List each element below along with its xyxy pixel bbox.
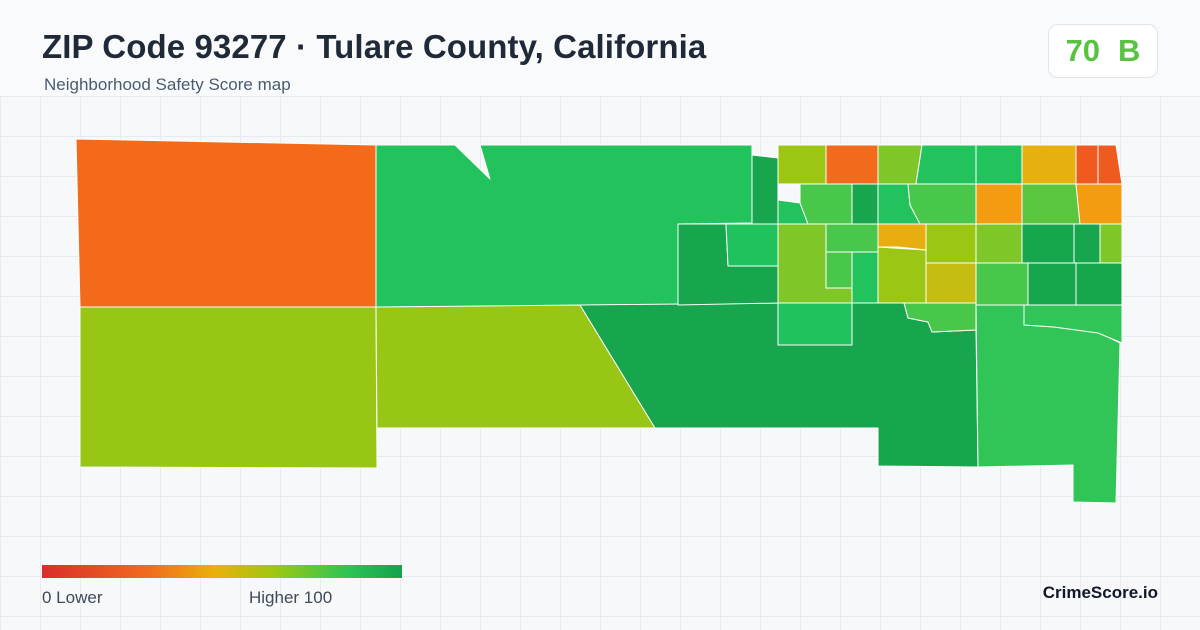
map-tract[interactable]	[1021, 144, 1077, 185]
map-tract[interactable]	[799, 183, 853, 225]
map-tract[interactable]	[907, 183, 977, 225]
map-tract[interactable]	[1099, 223, 1123, 264]
map-tract[interactable]	[1021, 183, 1081, 225]
map-tract[interactable]	[1075, 183, 1123, 225]
map-tract[interactable]	[975, 183, 1023, 225]
map-tract[interactable]	[975, 144, 1023, 185]
map-tract[interactable]	[777, 144, 827, 185]
legend-gradient-bar	[42, 565, 402, 578]
score-badge: 70 B	[1048, 24, 1158, 78]
map-tract[interactable]	[975, 304, 1121, 504]
map-tract[interactable]	[915, 144, 977, 185]
page-subtitle: Neighborhood Safety Score map	[44, 75, 291, 94]
brand-logo: CrimeScore.io	[1042, 583, 1158, 602]
map-tract[interactable]	[975, 223, 1023, 264]
map-tract[interactable]	[1097, 144, 1123, 185]
map-tract[interactable]	[1075, 144, 1099, 185]
map-tract[interactable]	[777, 302, 853, 346]
map-tract[interactable]	[1075, 262, 1123, 306]
map-tract[interactable]	[925, 262, 977, 304]
header: ZIP Code 93277 · Tulare County, Californ…	[0, 0, 1200, 96]
map-tract[interactable]	[877, 144, 923, 185]
map-tract[interactable]	[825, 223, 879, 253]
map-tract[interactable]	[1027, 262, 1077, 306]
score-value: 70	[1065, 33, 1101, 68]
map-tract[interactable]	[877, 246, 927, 304]
map-tract[interactable]	[825, 144, 879, 185]
map-tract[interactable]	[1021, 223, 1075, 264]
map-tract[interactable]	[851, 251, 879, 304]
map-tract[interactable]	[925, 223, 977, 264]
score-grade: B	[1118, 33, 1141, 68]
map-tract[interactable]	[1073, 223, 1101, 264]
map-tract[interactable]	[825, 251, 853, 289]
legend-min-label: 0 Lower	[42, 588, 103, 607]
map-tract[interactable]	[877, 223, 927, 251]
map-tract[interactable]	[975, 262, 1029, 306]
page-title: ZIP Code 93277 · Tulare County, Californ…	[42, 28, 707, 65]
map-tract[interactable]	[79, 306, 378, 469]
map-tract[interactable]	[75, 138, 377, 308]
map-tract[interactable]	[851, 183, 879, 225]
legend-max-label: Higher 100	[249, 588, 333, 607]
map-tract[interactable]	[725, 223, 779, 267]
